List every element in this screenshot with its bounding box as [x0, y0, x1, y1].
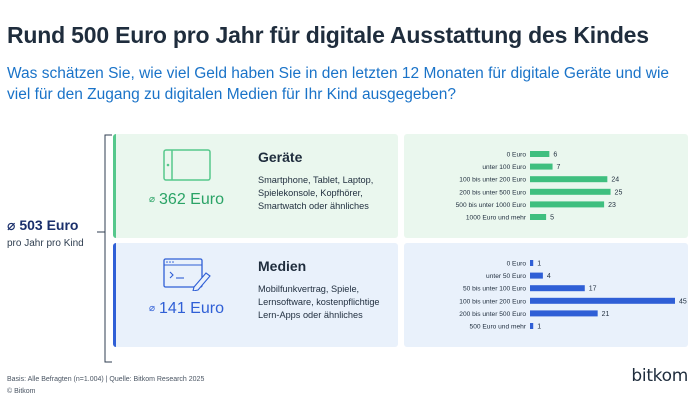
- medien-category-label: 100 bis unter 200 Euro: [459, 298, 526, 305]
- medien-value-label: 1: [537, 324, 541, 331]
- medien-bar-chart: 0 Euro 1 unter 50 Euro 4 50 bis unter 100 Eu…: [459, 260, 687, 331]
- medien-average: ⌀ 141 Euro: [149, 300, 224, 318]
- medien-bar: [530, 297, 675, 304]
- total-average: ⌀ 503 Euro pro Jahr pro Kind: [7, 217, 84, 249]
- medien-card: ⌀ 141 Euro Medien Mobilfunkvertrag, Spiel…: [113, 243, 398, 347]
- average-symbol: ⌀: [149, 303, 156, 314]
- source-note: Basis: Alle Befragten (n=1.004) | Quelle…: [7, 376, 205, 383]
- geraete-value-label: 7: [557, 164, 561, 171]
- medien-value-label: 4: [547, 273, 551, 280]
- total-label: pro Jahr pro Kind: [7, 238, 84, 249]
- medien-bar: [530, 285, 585, 292]
- average-symbol: ⌀: [7, 217, 16, 233]
- medien-category-label: 200 bis unter 500 Euro: [459, 311, 526, 318]
- total-value: 503: [19, 217, 43, 233]
- medien-category-label: 50 bis unter 100 Euro: [463, 286, 526, 293]
- geraete-value-label: 5: [550, 215, 554, 222]
- medien-description: Mobilfunkvertrag, Spiele, Lernsoftware, …: [258, 284, 380, 320]
- geraete-bar: [530, 151, 550, 157]
- medien-value-label: 1: [537, 261, 541, 268]
- geraete-value-label: 6: [553, 152, 557, 159]
- medien-value-label: 17: [589, 286, 597, 293]
- geraete-average-value: 362 Euro: [159, 191, 224, 208]
- medien-heading: Medien: [258, 258, 307, 274]
- geraete-heading: Geräte: [258, 149, 303, 165]
- medien-category-label: 0 Euro: [507, 261, 527, 268]
- chart-title: Rund 500 Euro pro Jahr für digitale Auss…: [7, 22, 649, 48]
- total-unit: Euro: [46, 217, 79, 233]
- medien-bar: [530, 310, 598, 317]
- geraete-category-label: 200 bis unter 500 Euro: [459, 189, 526, 196]
- geraete-bar: [530, 201, 605, 208]
- geraete-category-label: unter 100 Euro: [482, 164, 526, 171]
- geraete-category-label: 500 bis unter 1000 Euro: [456, 202, 527, 209]
- app-pen-icon: [163, 258, 211, 291]
- geraete-bar: [530, 188, 611, 195]
- geraete-bar: [530, 214, 547, 220]
- medien-bar: [530, 260, 534, 266]
- medien-chart-panel: 0 Euro 1 unter 50 Euro 4 50 bis unter 100 Eu…: [404, 243, 688, 347]
- geraete-category-label: 100 bis unter 200 Euro: [459, 177, 526, 184]
- geraete-card: ⌀ 362 Euro Geräte Smartphone, Tablet, Lap…: [113, 134, 398, 238]
- geraete-bar: [530, 163, 553, 170]
- chart-subtitle: Was schätzen Sie, wie viel Geld haben Si…: [7, 65, 670, 103]
- geraete-value-label: 23: [608, 202, 616, 209]
- geraete-average: ⌀ 362 Euro: [149, 191, 224, 209]
- total-value-line: ⌀ 503 Euro: [7, 217, 84, 234]
- medien-bar: [530, 272, 543, 279]
- copyright: © Bitkom: [7, 388, 36, 395]
- medien-value-label: 45: [679, 298, 687, 305]
- tablet-icon: [163, 149, 211, 181]
- geraete-description: Smartphone, Tablet, Laptop, Spielekonsol…: [258, 175, 374, 211]
- geraete-value-label: 24: [611, 177, 619, 184]
- geraete-bar: [530, 176, 608, 183]
- geraete-value-label: 25: [615, 189, 623, 196]
- medien-category-label: unter 50 Euro: [486, 273, 526, 280]
- medien-bar: [530, 323, 534, 329]
- geraete-bar-chart: 0 Euro 6 unter 100 Euro 7 100 bis unter 200 …: [456, 151, 623, 222]
- average-symbol: ⌀: [149, 194, 156, 205]
- medien-value-label: 21: [602, 311, 610, 318]
- bracket-connector: [97, 134, 112, 363]
- medien-average-value: 141 Euro: [159, 300, 224, 317]
- geraete-category-label: 0 Euro: [507, 152, 527, 159]
- geraete-category-label: 1000 Euro und mehr: [466, 215, 527, 222]
- bitkom-logo: bitkom: [631, 366, 688, 386]
- geraete-chart-panel: 0 Euro 6 unter 100 Euro 7 100 bis unter 200 …: [404, 134, 688, 238]
- medien-category-label: 500 Euro und mehr: [470, 324, 527, 331]
